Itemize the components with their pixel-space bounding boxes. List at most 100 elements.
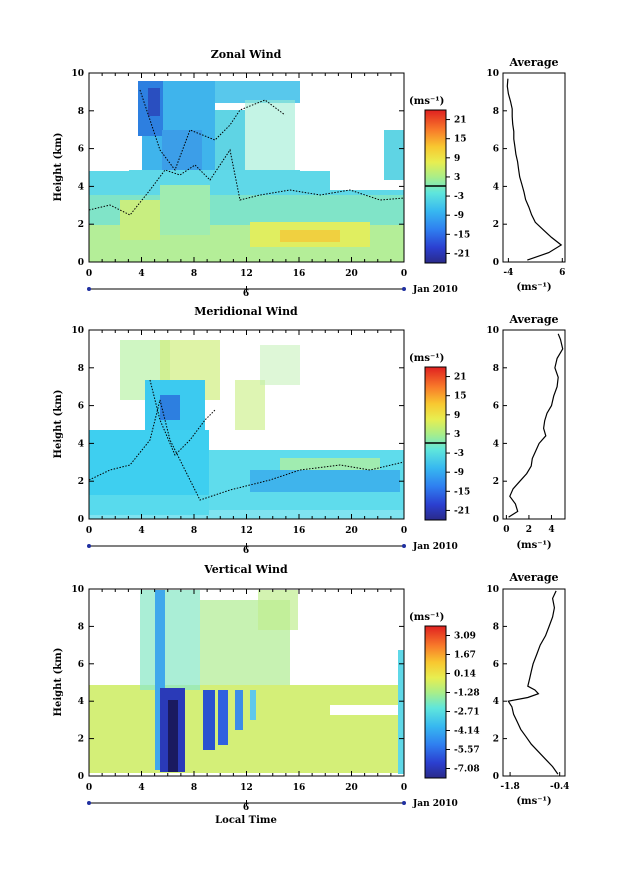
average-x-tick-label: 0 (503, 525, 509, 535)
average-y-tick-label: 2 (493, 735, 499, 745)
x-tick-label: 20 (345, 269, 358, 279)
heatmap-cell (215, 81, 300, 103)
y-axis: 0 2 4 6 8 10 (71, 585, 404, 782)
x-tick-label: 12 (240, 783, 253, 793)
colorbar-tick-label: -15 (454, 487, 470, 497)
date-day: 6 (243, 803, 249, 813)
x-tick-label: 0 (401, 783, 407, 793)
colorbar-tick-label: 3 (454, 430, 460, 440)
heatmap-vertical (89, 589, 404, 776)
heatmap-cell (250, 470, 400, 492)
average-y-tick-label: 6 (493, 402, 499, 412)
colorbar-tick-label: 3 (454, 173, 460, 183)
colorbar-tick-label: -5.57 (454, 746, 480, 756)
colorbar-ticks: 3.09 1.67 0.14 -1.28 -2.71 -4.14 -5.57 -7.08 (446, 632, 480, 775)
colorbar-tick-label: 21 (454, 373, 467, 383)
chart-title: Zonal Wind (211, 48, 282, 61)
colorbar-tick-label: -15 (454, 230, 470, 240)
average-x-label: (ms⁻¹) (516, 540, 551, 551)
heatmap-cell (140, 590, 200, 690)
average-profile (507, 590, 559, 775)
y-tick-label: 8 (78, 364, 84, 374)
colorbar-unit: (ms⁻¹) (409, 96, 444, 107)
heatmap-zonal (89, 73, 404, 262)
average-x-tick-label: 4 (548, 525, 554, 535)
average-y-axis: 0 2 4 6 8 10 (486, 69, 507, 268)
heatmap-cell (384, 130, 404, 180)
y-tick-label: 4 (78, 697, 84, 707)
y-tick-label: 2 (78, 735, 84, 745)
colorbar-tick-label: 15 (454, 392, 467, 402)
x-tick-label: 12 (240, 269, 253, 279)
average-profile (506, 78, 563, 261)
y-axis-label: Height (km) (53, 133, 64, 202)
y-axis-label: Height (km) (53, 648, 64, 717)
colorbar-tick-label: -7.08 (454, 765, 480, 775)
heatmap-meridional (89, 330, 404, 519)
x-tick-label: 8 (191, 269, 197, 279)
panel-vertical: Vertical Wind Height (km) 0 2 4 6 8 10 0 4 8 12 1… (53, 563, 569, 826)
x-tick-label: 4 (138, 783, 144, 793)
y-tick-label: 0 (78, 515, 84, 525)
average-y-tick-label: 0 (493, 258, 499, 268)
zero-contour (89, 399, 404, 501)
average-y-tick-label: 8 (493, 107, 499, 117)
x-tick-label: 8 (191, 783, 197, 793)
heatmap-cell (148, 88, 160, 116)
y-tick-label: 10 (71, 69, 84, 79)
heatmap-cell (260, 345, 300, 385)
heatmap-cell (280, 458, 380, 470)
average-x-axis: -4 6 (503, 258, 565, 278)
x-axis: 0 4 8 12 16 20 0 (86, 589, 407, 806)
average-x-axis: -1.8 -0.4 (500, 772, 569, 792)
y-axis: 0 2 4 6 8 10 (71, 326, 404, 525)
average-x-tick-label: -1.8 (500, 782, 519, 792)
date-day: 6 (243, 546, 249, 556)
date-axis-end (402, 287, 406, 291)
average-y-tick-label: 10 (486, 69, 499, 79)
colorbar-tick-label: -4.14 (454, 727, 480, 737)
heatmap-cell (398, 650, 404, 774)
colorbar-tick-label: -3 (454, 192, 464, 202)
average-y-tick-label: 2 (493, 477, 499, 487)
zero-contour (89, 148, 404, 216)
colorbar-tick-label: 9 (454, 411, 460, 421)
x-tick-label: 20 (345, 783, 358, 793)
average-profile (508, 333, 564, 518)
x-tick-label: 12 (240, 526, 253, 536)
heatmap-gap (330, 705, 404, 715)
y-tick-label: 8 (78, 622, 84, 632)
y-tick-label: 8 (78, 107, 84, 117)
colorbar-tick-label: -1.28 (454, 689, 480, 699)
colorbar-unit: (ms⁻¹) (409, 612, 444, 623)
heatmap-cell (160, 185, 210, 235)
heatmap-cell (258, 590, 298, 630)
x-axis-label: Local Time (215, 815, 277, 826)
average-y-tick-label: 0 (493, 772, 499, 782)
heatmap-cell (245, 100, 295, 180)
colorbar-tick-label: -3 (454, 449, 464, 459)
chart-title: Meridional Wind (194, 305, 298, 318)
y-tick-label: 0 (78, 772, 84, 782)
x-tick-label: 4 (138, 526, 144, 536)
y-axis-label: Height (km) (53, 390, 64, 459)
panel-meridional: Meridional Wind Height (km) 0 2 4 6 8 10 0 4 8 1… (53, 305, 566, 556)
date-label: Jan 2010 (412, 542, 458, 552)
y-tick-label: 2 (78, 477, 84, 487)
date-label: Jan 2010 (412, 285, 458, 295)
x-tick-label: 0 (401, 526, 407, 536)
colorbar-tick-label: 3.09 (454, 632, 476, 642)
average-y-tick-label: 4 (493, 439, 499, 449)
heatmap-cell (215, 110, 245, 170)
average-y-tick-label: 0 (493, 515, 499, 525)
average-y-tick-label: 8 (493, 622, 499, 632)
average-y-tick-label: 8 (493, 364, 499, 374)
heatmap-cell (280, 230, 340, 242)
x-tick-label: 8 (191, 526, 197, 536)
average-frame (502, 329, 566, 520)
colorbar-tick-label: -2.71 (454, 708, 480, 718)
average-y-tick-label: 6 (493, 145, 499, 155)
zero-contour (139, 89, 286, 172)
